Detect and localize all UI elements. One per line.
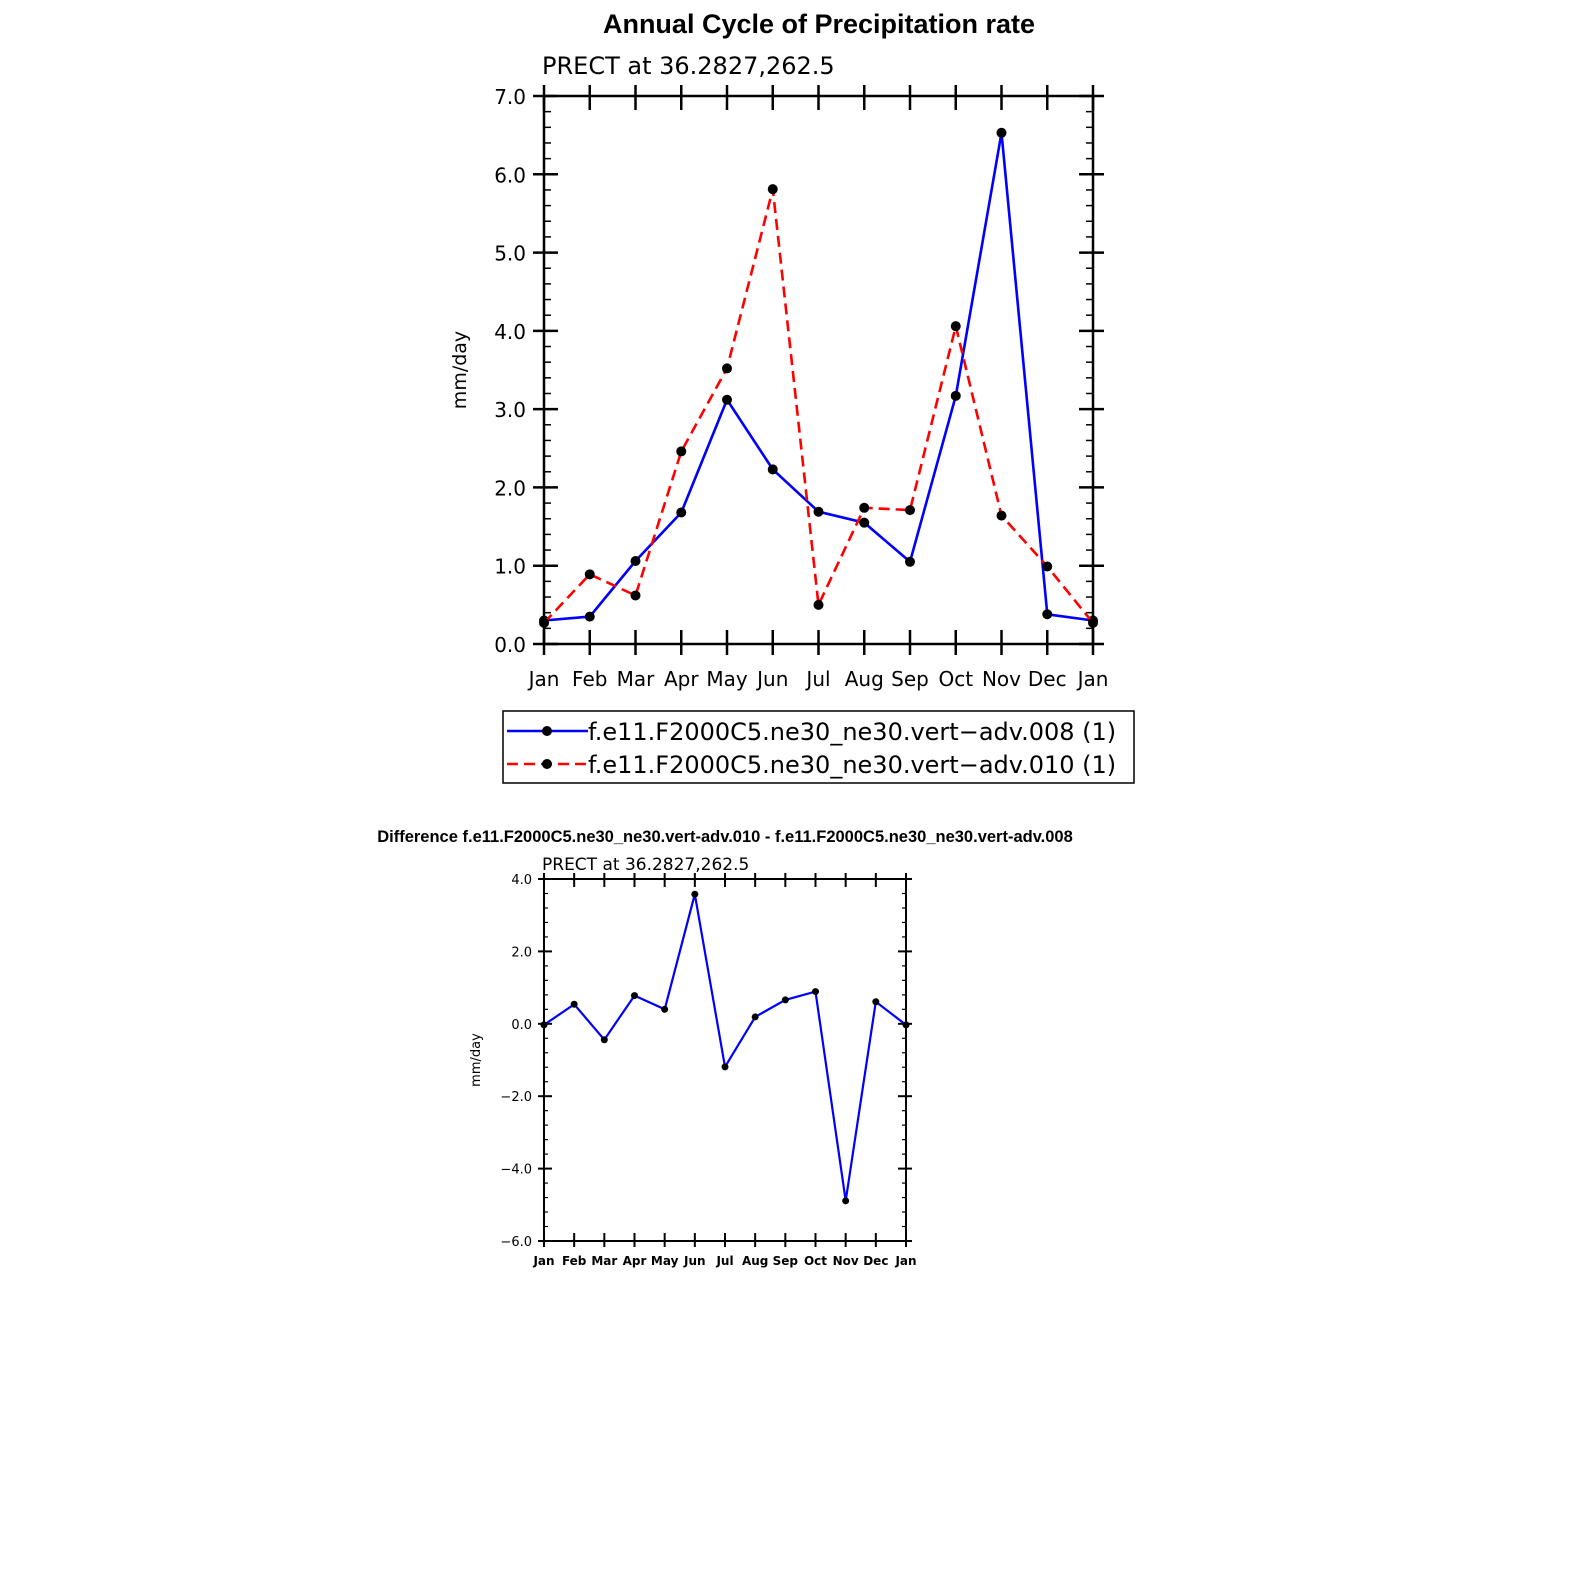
y-tick-label: 1.0 [494, 555, 526, 579]
y-tick-label: −2.0 [500, 1090, 532, 1105]
y-tick-label: 5.0 [494, 242, 526, 266]
data-point [1042, 561, 1053, 572]
y-tick-label: 0.0 [511, 1018, 532, 1033]
main-chart-subtitle: PRECT at 36.2827,262.5 [542, 52, 835, 80]
y-tick-label: −4.0 [500, 1163, 532, 1178]
x-tick-label: Mar [591, 1254, 617, 1268]
data-point [600, 1036, 608, 1044]
x-tick-label: Jun [683, 1254, 706, 1268]
series-line-2 [543, 188, 1095, 624]
diff-plot-area: −6.0 −4.0 −2.0 0.0 2.0 4.0 Jan Feb Mar Apr May Jun J… [469, 873, 917, 1268]
data-point [676, 507, 687, 518]
data-point [584, 611, 595, 622]
x-tick-label: Jan [532, 1254, 554, 1268]
x-tick-label: Oct [804, 1254, 827, 1268]
y-axis-label: mm/day [449, 331, 471, 409]
x-tick-label: Aug [742, 1254, 768, 1268]
x-tick-label: Jan [1076, 667, 1109, 691]
data-point [722, 394, 732, 405]
x-tick-label: Jan [894, 1254, 916, 1268]
x-tick-label: Apr [623, 1254, 647, 1268]
y-tick-label: 4.0 [494, 320, 526, 344]
data-point [630, 556, 641, 567]
x-tick-label: Aug [845, 667, 884, 691]
main-plot-area: 0.0 1.0 2.0 3.0 4.0 5.0 6.0 7.0 Jan Feb Mar Apr May J… [449, 85, 1108, 691]
legend-marker-series-2 [542, 759, 552, 769]
data-point [540, 1021, 548, 1029]
data-point [996, 127, 1007, 138]
diff-chart-subtitle: PRECT at 36.2827,262.5 [542, 855, 749, 875]
data-point [842, 1197, 850, 1205]
x-tick-label: Oct [938, 667, 973, 691]
plot-frame [542, 94, 1095, 646]
series-line-1 [543, 132, 1094, 622]
legend: f.e11.F2000C5.ne30_ne30.vert−adv.008 (1)… [502, 710, 1135, 784]
x-tick-label: Nov [982, 667, 1021, 691]
data-point [902, 1021, 910, 1029]
y-tick-label: 7.0 [494, 85, 526, 109]
data-point [812, 988, 819, 996]
y-tick-label: 2.0 [494, 476, 526, 500]
data-point [691, 890, 699, 898]
data-point [767, 184, 778, 195]
data-point [1042, 609, 1053, 620]
data-point [996, 510, 1007, 521]
x-tick-label: May [706, 667, 748, 691]
data-point [1088, 617, 1098, 628]
data-point [751, 1013, 759, 1021]
diff-chart-title: Difference f.e11.F2000C5.ne30_ne30.vert-… [377, 828, 1073, 846]
data-point [721, 1063, 729, 1071]
x-tick-label: Jul [804, 667, 830, 691]
x-tick-label: Mar [617, 667, 656, 691]
x-tick-label: Jun [755, 667, 788, 691]
x-tick-label: Sep [891, 667, 929, 691]
data-point [813, 506, 824, 517]
data-point [813, 599, 824, 610]
legend-box [502, 710, 1135, 784]
data-point [539, 617, 549, 628]
data-point [584, 569, 595, 580]
data-point [872, 998, 880, 1006]
y-tick-label: 4.0 [511, 873, 532, 888]
data-point [767, 464, 778, 475]
x-tick-label: Feb [572, 667, 607, 691]
data-point [859, 517, 870, 528]
x-tick-label: May [651, 1254, 679, 1268]
x-tick-label: Nov [833, 1254, 859, 1268]
x-tick-label: Feb [562, 1254, 587, 1268]
y-tick-label: 6.0 [494, 163, 526, 187]
y-tick-label: −6.0 [500, 1235, 532, 1250]
data-point [950, 390, 961, 401]
y-tick-label: 0.0 [494, 633, 526, 657]
x-tick-label: Jul [715, 1254, 733, 1268]
data-point [781, 996, 789, 1004]
plot-frame [543, 878, 907, 1242]
data-point [905, 556, 915, 567]
y-tick-label: 2.0 [511, 945, 532, 960]
legend-label-series-2: f.e11.F2000C5.ne30_ne30.vert−adv.010 (1) [588, 751, 1116, 779]
y-tick-label: 3.0 [494, 398, 526, 422]
x-tick-label: Apr [664, 667, 699, 691]
data-point [905, 505, 915, 516]
data-point [676, 446, 687, 457]
x-tick-label: Dec [863, 1254, 888, 1268]
data-point [631, 992, 638, 1000]
data-point [722, 363, 732, 374]
data-point [570, 1000, 578, 1008]
x-tick-label: Dec [1028, 667, 1067, 691]
x-tick-label: Jan [527, 667, 560, 691]
main-chart-title: Annual Cycle of Precipitation rate [603, 9, 1035, 39]
x-tick-label: Sep [773, 1254, 799, 1268]
data-point [661, 1005, 669, 1013]
data-point [859, 502, 870, 513]
legend-label-series-1: f.e11.F2000C5.ne30_ne30.vert−adv.008 (1) [588, 718, 1116, 746]
legend-marker-series-1 [542, 726, 552, 736]
data-point [950, 321, 961, 332]
data-point [630, 590, 641, 601]
series-line-1 [543, 893, 907, 1201]
y-axis-label: mm/day [469, 1033, 484, 1087]
